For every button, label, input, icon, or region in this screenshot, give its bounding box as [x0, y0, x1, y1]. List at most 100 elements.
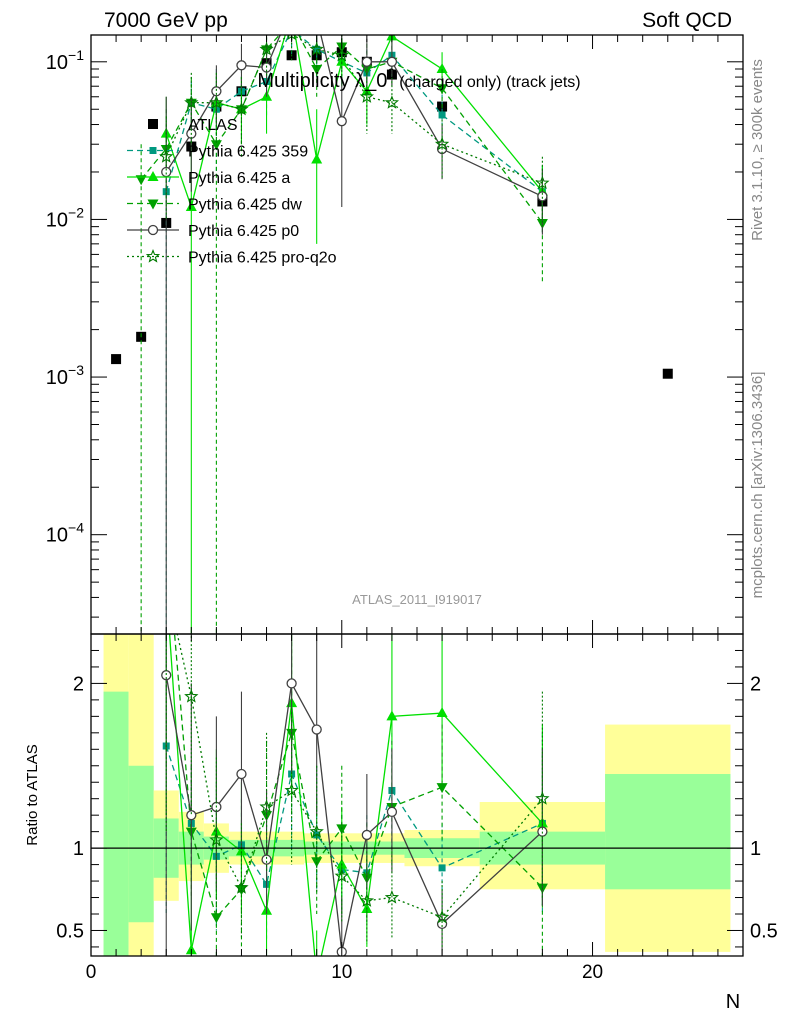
legend-item-atlas: ATLAS	[148, 117, 238, 134]
ratio-point-pa	[235, 845, 247, 856]
ratio-series-pq2o	[165, 634, 550, 951]
ratio-band-green	[605, 774, 731, 890]
main-point-pq2o	[434, 136, 450, 151]
main-point-pa	[436, 63, 448, 74]
rivet-version-label: Rivet 3.1.10, ≥ 300k events	[749, 59, 766, 241]
ratio-point-pp0	[386, 806, 398, 818]
ratio-panel-series	[161, 634, 550, 981]
x-tick-label: 10	[331, 962, 352, 983]
ratio-line-pq2o	[176, 634, 543, 919]
legend-item-pdw: Pythia 6.425 dw	[127, 197, 302, 214]
chart-title-main: Multiplicity λ_0	[257, 70, 387, 92]
main-point-pdw	[436, 84, 448, 95]
main-point-p359	[438, 111, 446, 119]
ratio-band-green	[128, 765, 154, 923]
main-point-pdw	[135, 175, 147, 186]
ratio-line-pdw	[173, 634, 543, 919]
main-point-p359	[313, 45, 321, 53]
ratio-y-tick-label-left: 2	[73, 673, 84, 695]
ratio-point-pa	[311, 971, 322, 981]
ratio-point-pdw	[436, 783, 448, 794]
legend-item-p359: Pythia 6.425 359	[127, 144, 308, 161]
ratio-point-pdw	[210, 913, 222, 924]
legend: ATLAS Pythia 6.425 359 Pythia 6.425 a Pythi…	[127, 117, 337, 267]
legend-marker-pq2o	[145, 248, 161, 263]
main-point-pp0	[361, 56, 372, 67]
ratio-y-tick-label-left: 0.5	[56, 920, 84, 942]
main-point-pdw	[210, 140, 222, 151]
legend-item-pp0: Pythia 6.425 p0	[127, 223, 299, 240]
ratio-point-pp0	[286, 678, 297, 689]
ratio-y-tick-label-right: 0.5	[750, 920, 778, 942]
legend-label-pp0: Pythia 6.425 p0	[188, 223, 299, 240]
header-beam-label: 7000 GeV pp	[104, 9, 228, 32]
ratio-point-pq2o	[234, 880, 249, 894]
main-point-pq2o	[334, 47, 349, 62]
main-y-tick-label: 10−3	[46, 362, 84, 389]
ratio-point-pp0	[236, 768, 247, 780]
main-point-atlas	[662, 368, 673, 379]
main-line-pq2o	[165, 35, 543, 184]
main-point-pa	[286, 8, 297, 18]
legend-marker-pp0	[147, 224, 159, 236]
main-point-pq2o	[359, 89, 374, 103]
legend-item-pa: Pythia 6.425 a	[127, 170, 290, 187]
main-point-pq2o	[209, 95, 224, 109]
legend-marker-pdw	[147, 199, 159, 210]
main-point-pq2o	[159, 149, 174, 163]
ratio-y-axis-label: Ratio to ATLAS	[24, 744, 41, 845]
legend-marker-p359	[149, 147, 157, 154]
main-point-pq2o	[184, 95, 199, 109]
ratio-point-pq2o	[434, 909, 450, 924]
main-series-pq2o	[159, 35, 550, 227]
ratio-point-pq2o	[309, 824, 324, 838]
ratio-uncertainty-bands	[103, 634, 731, 956]
main-panel-series	[111, 8, 673, 634]
ratio-point-pq2o	[209, 832, 224, 846]
x-axis-label: N	[726, 991, 740, 1013]
ratio-y-tick-label-right: 2	[750, 673, 761, 695]
main-point-pq2o	[309, 41, 324, 56]
chart-title: Multiplicity λ_00(charged only) (track j…	[257, 65, 580, 92]
ratio-point-p359	[438, 864, 446, 872]
main-point-pp0	[336, 116, 347, 127]
chart-title-sup: 0	[387, 65, 395, 81]
legend-label-pdw: Pythia 6.425 dw	[188, 197, 302, 214]
main-point-pa	[185, 200, 197, 211]
mcplots-citation-label: mcplots.cern.ch [arXiv:1306.3436]	[749, 372, 766, 599]
ratio-point-pq2o	[359, 893, 374, 907]
main-point-pq2o	[259, 41, 274, 56]
main-point-pp0	[236, 60, 247, 71]
main-line-p359	[165, 35, 543, 193]
legend-item-pq2o: Pythia 6.425 pro-q2o	[127, 248, 337, 267]
main-point-pq2o	[234, 101, 249, 116]
ratio-point-pa	[386, 710, 398, 721]
x-tick-label: 0	[86, 962, 97, 983]
main-point-pp0	[386, 56, 398, 67]
ratio-point-pq2o	[259, 799, 274, 814]
x-tick-label: 20	[582, 962, 603, 983]
main-point-pdw	[286, 18, 297, 28]
main-series-p359	[162, 26, 546, 634]
legend-marker-pa	[147, 171, 159, 181]
ratio-point-pp0	[261, 854, 272, 865]
main-y-tick-label: 10−2	[46, 204, 84, 231]
main-point-p359	[288, 26, 295, 33]
main-y-tick-label: 10−4	[46, 520, 84, 547]
header-process-label: Soft QCD	[642, 9, 732, 32]
ratio-line-pa	[168, 634, 543, 956]
ratio-band-green	[103, 691, 129, 956]
main-y-tick-label: 10−1	[46, 47, 84, 74]
ratio-point-pp0	[186, 810, 197, 821]
analysis-watermark: ATLAS_2011_I919017	[352, 592, 482, 607]
ratio-point-pp0	[311, 724, 322, 735]
legend-label-p359: Pythia 6.425 359	[188, 144, 308, 161]
ratio-point-pq2o	[334, 868, 349, 883]
main-point-pa	[311, 153, 323, 164]
main-point-pq2o	[535, 175, 550, 190]
ratio-point-pq2o	[284, 782, 299, 797]
legend-label-atlas: ATLAS	[188, 117, 238, 134]
ratio-point-pp0	[361, 829, 372, 841]
